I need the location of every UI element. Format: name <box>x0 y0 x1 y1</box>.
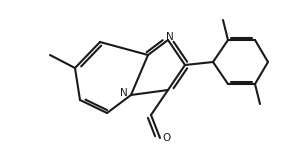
Text: O: O <box>162 133 171 143</box>
Text: N: N <box>120 88 128 98</box>
Text: N: N <box>166 32 173 42</box>
